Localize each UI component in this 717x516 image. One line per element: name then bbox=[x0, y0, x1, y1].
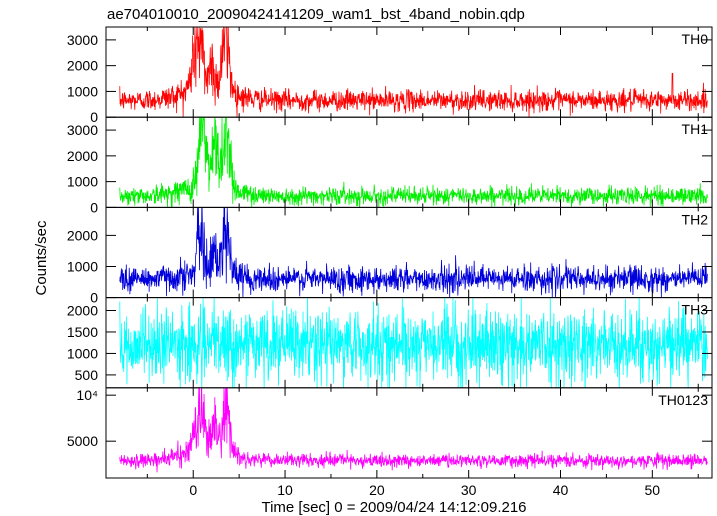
y-tick-label: 3000 bbox=[67, 122, 98, 138]
panel-label-th0123: TH0123 bbox=[658, 392, 708, 408]
x-tick-label: 50 bbox=[645, 482, 661, 498]
y-tick-label: 1000 bbox=[67, 83, 98, 99]
series-line-th0 bbox=[119, 26, 708, 118]
y-tick-label: 3000 bbox=[67, 32, 98, 48]
y-tick-label: 0 bbox=[90, 290, 98, 306]
y-tick-label: 0 bbox=[90, 109, 98, 125]
x-axis-label: Time [sec] 0 = 2009/04/24 14:12:09.216 bbox=[261, 499, 526, 516]
x-tick-label: 30 bbox=[461, 482, 477, 498]
series-line-th0123 bbox=[119, 387, 708, 473]
y-tick-label: 1000 bbox=[67, 258, 98, 274]
panel-label-th3: TH3 bbox=[682, 302, 709, 318]
y-tick-label: 1000 bbox=[67, 345, 98, 361]
y-axis-label: Counts/sec bbox=[33, 220, 50, 296]
y-tick-label: 10⁴ bbox=[76, 387, 98, 403]
x-tick-label: 10 bbox=[277, 482, 293, 498]
panel-frame bbox=[105, 387, 713, 479]
series-line-th2 bbox=[119, 207, 708, 298]
panel-th2: 0 1000 2000 TH2 bbox=[67, 206, 713, 306]
panel-label-th0: TH0 bbox=[682, 31, 709, 47]
series-line-th3 bbox=[119, 297, 708, 389]
y-tick-label: 500 bbox=[75, 367, 99, 383]
x-tick-label: 40 bbox=[553, 482, 569, 498]
panel-th3: 500 1000 1500 2000 TH3 bbox=[67, 297, 713, 389]
y-tick-label: 2000 bbox=[67, 58, 98, 74]
y-tick-label: 2000 bbox=[67, 227, 98, 243]
y-tick-label: 1000 bbox=[67, 174, 98, 190]
y-tick-label: 0 bbox=[90, 199, 98, 215]
y-tick-label: 2000 bbox=[67, 302, 98, 318]
y-tick-label: 1500 bbox=[67, 324, 98, 340]
x-tick-label: 20 bbox=[369, 482, 385, 498]
panel-th1: 0 1000 2000 3000 TH1 bbox=[67, 116, 713, 215]
panel-th0: 0 1000 2000 3000 TH0 bbox=[67, 26, 713, 125]
panel-label-th2: TH2 bbox=[682, 211, 709, 227]
panel-th0123: 5000 10⁴ TH0123 bbox=[67, 387, 713, 479]
y-tick-label: 2000 bbox=[67, 148, 98, 164]
panel-frame bbox=[105, 206, 713, 299]
x-tick-label: 0 bbox=[189, 482, 197, 498]
y-tick-label: 5000 bbox=[67, 433, 98, 449]
series-line-th1 bbox=[119, 116, 708, 208]
panel-label-th1: TH1 bbox=[682, 121, 709, 137]
chart-title: ae704010010_20090424141209_wam1_bst_4ban… bbox=[107, 6, 525, 23]
